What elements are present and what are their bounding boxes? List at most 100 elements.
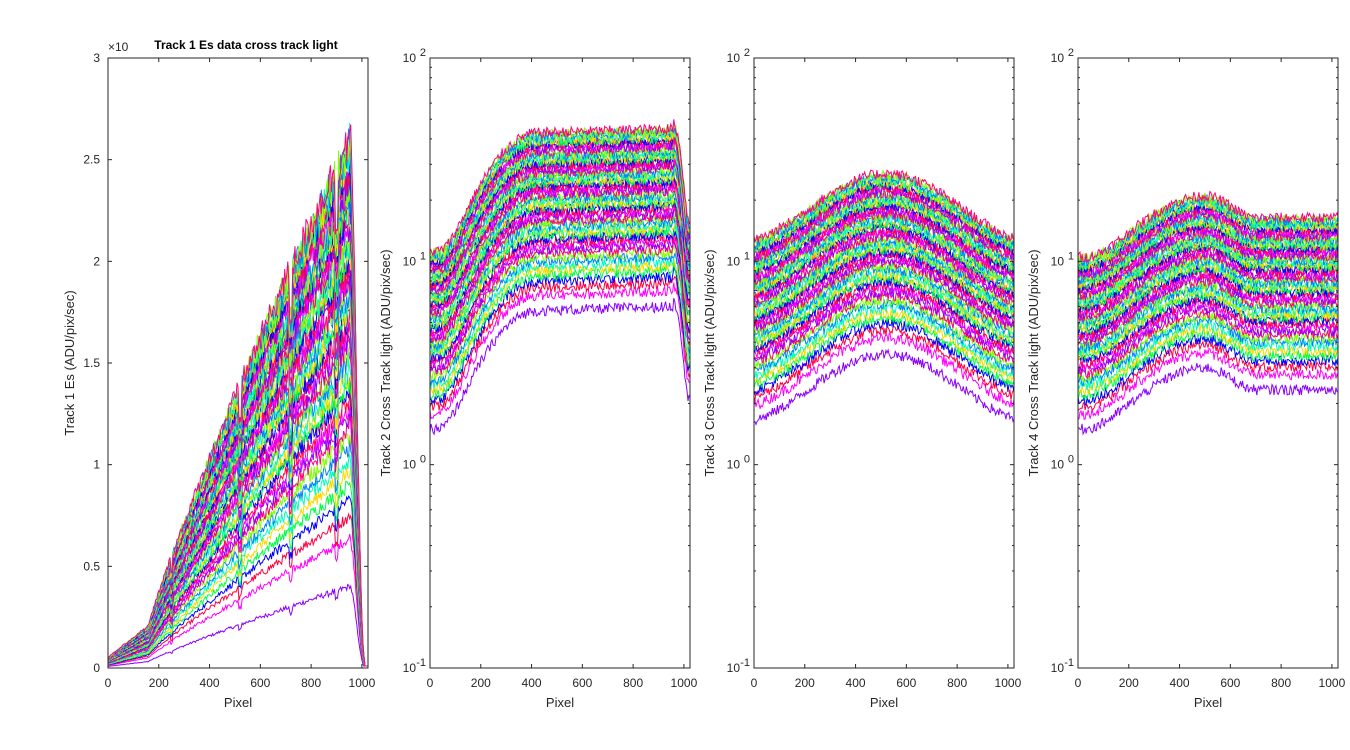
series-line bbox=[430, 140, 690, 276]
x-tick-label: 1000 bbox=[1319, 676, 1346, 690]
series-line bbox=[1078, 347, 1338, 420]
x-tick-label: 800 bbox=[301, 676, 321, 690]
series-line bbox=[754, 173, 1014, 250]
x-tick-label: 0 bbox=[751, 676, 758, 690]
series-line bbox=[1078, 284, 1338, 357]
series-line bbox=[754, 175, 1014, 250]
series-line bbox=[430, 149, 690, 285]
series-line bbox=[754, 318, 1014, 397]
series-line bbox=[1078, 208, 1338, 281]
series-line bbox=[430, 298, 690, 436]
y-tick-label: 10 bbox=[1051, 254, 1065, 268]
y-tick-label: 10 bbox=[403, 458, 417, 472]
y-tick-exponent: -1 bbox=[416, 657, 426, 669]
y-tick-label: 1 bbox=[93, 458, 100, 472]
x-tick-label: 200 bbox=[1119, 676, 1139, 690]
x-tick-label: 0 bbox=[1075, 676, 1082, 690]
y-tick-label: 0 bbox=[93, 661, 100, 675]
series-line bbox=[430, 265, 690, 405]
series-line bbox=[430, 219, 690, 355]
series-line bbox=[108, 583, 368, 667]
series-group bbox=[754, 169, 1014, 426]
x-axis-label: Pixel bbox=[870, 695, 898, 710]
y-tick-label: 10 bbox=[727, 458, 741, 472]
y-tick-label: 1.5 bbox=[83, 356, 100, 370]
y-tick-label: 10 bbox=[1051, 458, 1065, 472]
series-group bbox=[1078, 190, 1338, 436]
y-tick-label: 10 bbox=[1051, 661, 1065, 675]
x-tick-label: 800 bbox=[947, 676, 967, 690]
y-tick-exponent: 2 bbox=[1068, 47, 1074, 59]
series-line bbox=[754, 189, 1014, 266]
series-line bbox=[754, 270, 1014, 346]
x-axis-label: Pixel bbox=[1194, 695, 1222, 710]
y-tick-exponent: 1 bbox=[1068, 250, 1074, 262]
series-line bbox=[1078, 327, 1338, 401]
series-line bbox=[754, 205, 1014, 283]
series-line bbox=[754, 290, 1014, 364]
x-tick-label: 200 bbox=[471, 676, 491, 690]
y-tick-exponent: 1 bbox=[420, 250, 426, 262]
series-line bbox=[430, 119, 690, 258]
series-line bbox=[754, 324, 1014, 403]
y-tick-label: 10 bbox=[1051, 51, 1065, 65]
series-group bbox=[108, 122, 368, 667]
series-line bbox=[1078, 285, 1338, 360]
series-line bbox=[1078, 190, 1338, 264]
x-tick-label: 600 bbox=[1220, 676, 1240, 690]
series-line bbox=[108, 480, 368, 667]
series-line bbox=[108, 454, 368, 667]
y-tick-label: 0.5 bbox=[83, 559, 100, 573]
series-line bbox=[754, 180, 1014, 258]
x-tick-label: 1000 bbox=[671, 676, 698, 690]
x-tick-label: 200 bbox=[795, 676, 815, 690]
series-line bbox=[754, 236, 1014, 311]
series-line bbox=[108, 466, 368, 667]
y-tick-label: 3 bbox=[93, 51, 100, 65]
y-axis-label: Track 2 Cross Track light (ADU/pix/sec) bbox=[378, 249, 393, 476]
series-line bbox=[1078, 339, 1338, 411]
y-tick-label: 10 bbox=[727, 661, 741, 675]
y-tick-label: 2.5 bbox=[83, 153, 100, 167]
y-tick-exponent: -1 bbox=[1064, 657, 1074, 669]
chart-panel-1: 0 200 400 600 800 1000 0 0.5 1 1.5 2 2.5 3 ×10 Track 1… bbox=[62, 38, 376, 710]
series-line bbox=[754, 254, 1014, 332]
x-tick-label: 400 bbox=[200, 676, 220, 690]
x-axis-label: Pixel bbox=[546, 695, 574, 710]
x-tick-label: 400 bbox=[522, 676, 542, 690]
y-tick-exponent: 2 bbox=[744, 47, 750, 59]
series-line bbox=[108, 412, 368, 667]
x-tick-label: 1000 bbox=[349, 676, 376, 690]
x-tick-label: 600 bbox=[896, 676, 916, 690]
y-tick-exponent: 0 bbox=[744, 454, 750, 466]
series-line bbox=[754, 219, 1014, 293]
x-tick-label: 600 bbox=[572, 676, 592, 690]
series-line bbox=[1078, 363, 1338, 436]
y-tick-exponent: 0 bbox=[1068, 454, 1074, 466]
x-tick-label: 600 bbox=[250, 676, 270, 690]
y-tick-exponent: 2 bbox=[420, 47, 426, 59]
x-tick-label: 400 bbox=[1170, 676, 1190, 690]
axes-box bbox=[753, 57, 1015, 669]
x-tick-label: 1000 bbox=[995, 676, 1022, 690]
x-tick-label: 800 bbox=[623, 676, 643, 690]
series-line bbox=[430, 282, 690, 420]
x-tick-label: 0 bbox=[427, 676, 434, 690]
y-axis-label: Track 4 Cross Track light (ADU/pix/sec) bbox=[1026, 249, 1041, 476]
axes-box bbox=[1077, 57, 1339, 669]
y-tick-exponent: 0 bbox=[420, 454, 426, 466]
x-tick-label: 200 bbox=[149, 676, 169, 690]
series-line bbox=[430, 250, 690, 387]
y-tick-label: 10 bbox=[403, 661, 417, 675]
series-line bbox=[430, 216, 690, 352]
series-line bbox=[754, 302, 1014, 380]
series-line bbox=[430, 228, 690, 366]
chart-title: Track 1 Es data cross track light bbox=[154, 38, 337, 52]
y-tick-label: 10 bbox=[727, 51, 741, 65]
series-line bbox=[1078, 223, 1338, 295]
series-line bbox=[1078, 302, 1338, 375]
